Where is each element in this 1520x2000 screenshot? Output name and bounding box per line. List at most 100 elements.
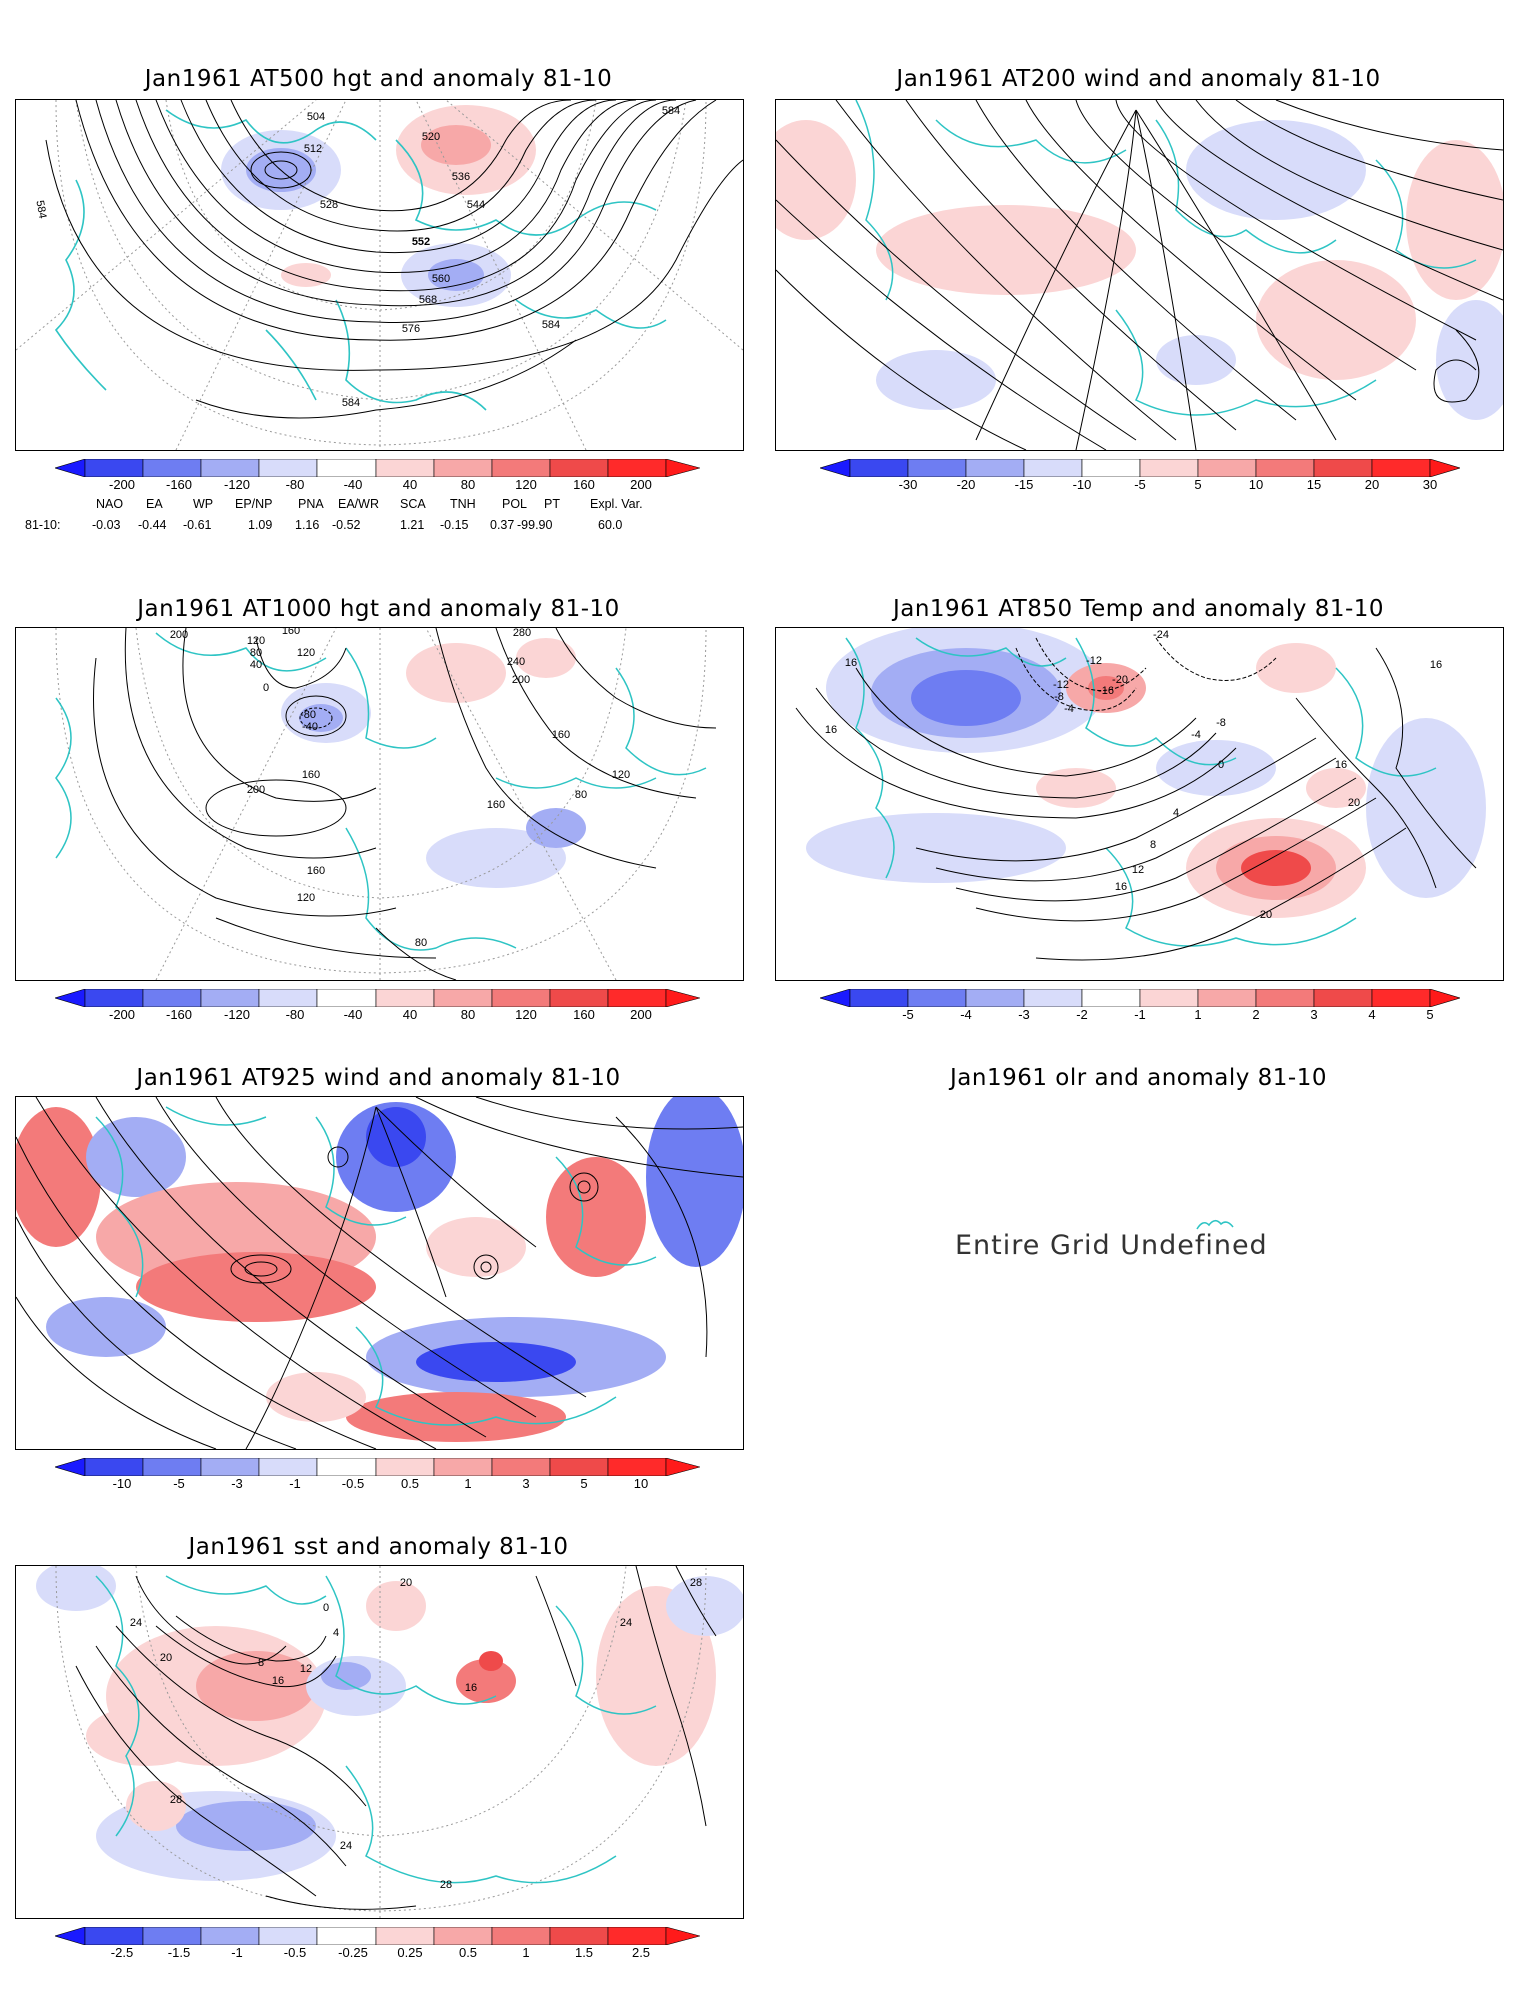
colorbar-label: 200 [630,1007,652,1022]
map-panel-at925 [15,1096,744,1450]
contour-label: 20 [1260,909,1272,921]
map-at850: 16 -24 -12 -20 -16 -12 -8 -4 -8 -4 0 4 8… [795,628,1486,961]
colorbar-at925: -10 -5 -3 -1 -0.5 0.5 1 3 5 10 [53,1457,702,1498]
contour-label: 0 [1218,759,1224,771]
contour-label: 12 [1132,864,1144,876]
tc-header: PT [544,497,560,511]
tc-value: -0.52 [332,518,361,532]
colorbar-at1000: -200 -160 -120 -80 -40 40 80 120 160 200 [53,988,702,1029]
contour-label: 16 [272,1675,284,1687]
contour-label: 24 [340,1840,352,1852]
colorbar-label: 80 [460,477,476,492]
contour-label: -8 [1054,691,1064,703]
contour-label: 280 [513,628,531,639]
colorbar-label: 2.5 [631,1945,651,1960]
contour-label: 120 [297,892,315,904]
colorbar-label: -80 [285,1007,305,1022]
contour-label: 16 [1115,881,1127,893]
colorbar-label: 15 [1306,477,1322,492]
tc-value: -0.44 [138,518,167,532]
colorbar-label: -200 [108,477,136,492]
contour-label: 80 [575,789,587,801]
colorbar-label: -5 [1134,477,1146,492]
contour-label: 20 [160,1652,172,1664]
contour-label: 584 [342,397,360,409]
contour-label: 28 [690,1577,702,1589]
colorbar-label: -1 [289,1476,301,1491]
tc-header: PNA [298,497,324,511]
colorbar-label: 40 [402,1007,418,1022]
colorbar-label: -0.5 [341,1476,365,1491]
colorbar-label: 2 [1252,1007,1260,1022]
colorbar-label: -40 [343,477,363,492]
colorbar-label: -10 [112,1476,132,1491]
contour-label: 0 [323,1602,329,1614]
tc-header: NAO [96,497,124,511]
contour-label: -80 [300,709,316,721]
colorbar-label: -4 [960,1007,972,1022]
contour-label: 120 [297,647,315,659]
map-at925 [16,1097,743,1449]
panel-title: Jan1961 AT200 wind and anomaly 81-10 [896,66,1381,92]
colorbar-label: -3 [231,1476,243,1491]
colorbar-label: -120 [223,477,251,492]
contour-label: 16 [845,657,857,669]
contour-label: 28 [170,1794,182,1806]
colorbar-label: -1 [231,1945,243,1960]
map-panel-at850: 16 -24 -12 -20 -16 -12 -8 -4 -8 -4 0 4 8… [775,627,1504,981]
panel-title: Jan1961 sst and anomaly 81-10 [188,1534,569,1560]
contour-label: 584 [33,199,48,219]
contour-label: 584 [662,105,680,117]
colorbar-sst: -2.5 -1.5 -1 -0.5 -0.25 0.25 0.5 1 1.5 2… [53,1926,702,1967]
panel-title: Jan1961 AT1000 hgt and anomaly 81-10 [137,596,620,622]
contour-label: 120 [247,635,265,647]
contour-label: 8 [1150,839,1156,851]
panel-title: Jan1961 AT925 wind and anomaly 81-10 [136,1065,621,1091]
contour-label: 28 [440,1879,452,1891]
contour-label: 16 [465,1682,477,1694]
contour-label: -40 [302,721,318,733]
colorbar-label: -2.5 [110,1945,134,1960]
colorbar-label: -0.25 [338,1945,368,1960]
colorbar-label: -5 [902,1007,914,1022]
map-at1000: 200 160 120 80 40 0 -80 -40 120 280 240 … [55,628,717,980]
contour-label: -12 [1053,679,1069,691]
colorbar-label: 5 [1426,1007,1434,1022]
colorbar-label: -15 [1014,477,1034,492]
tc-row-label: 81-10: [25,518,61,532]
colorbar-at850: -5 -4 -3 -2 -1 1 2 3 4 5 [818,988,1462,1029]
colorbar-label: -30 [898,477,918,492]
contour-label: 16 [1335,759,1347,771]
colorbar-label: -40 [343,1007,363,1022]
tc-header: TNH [450,497,476,511]
colorbar-label: 200 [630,477,652,492]
colorbar-label: 160 [573,1007,595,1022]
colorbar-label: -200 [108,1007,136,1022]
colorbar-swatches [818,988,1462,1008]
contour-label: 160 [487,799,505,811]
contour-label: 120 [612,769,630,781]
colorbar-label: -3 [1018,1007,1030,1022]
contour-label: 160 [552,729,570,741]
colorbar-label: -160 [165,1007,193,1022]
contour-label: 20 [400,1577,412,1589]
colorbar-label: -10 [1072,477,1092,492]
contour-label: 16 [1430,659,1442,671]
colorbar-label: 20 [1364,477,1380,492]
colorbar-label: 160 [573,477,595,492]
map-panel-at500: 504 512 520 528 536 544 552 560 568 576 … [15,99,744,451]
colorbar-label: -80 [285,477,305,492]
contour-label: 240 [507,656,525,668]
tc-header: Expl. Var. [590,497,643,511]
contour-label: 12 [300,1663,312,1675]
contour-label: 200 [512,674,530,686]
tc-value: -0.61 [183,518,212,532]
colorbar-label: 80 [460,1007,476,1022]
contour-label: -12 [1086,655,1102,667]
colorbar-label: -1.5 [167,1945,191,1960]
colorbar-label: -1 [1134,1007,1146,1022]
colorbar-label: -5 [173,1476,185,1491]
tc-value: 1.09 [248,518,273,532]
map-at200 [776,100,1503,450]
map-panel-at1000: 200 160 120 80 40 0 -80 -40 120 280 240 … [15,627,744,981]
